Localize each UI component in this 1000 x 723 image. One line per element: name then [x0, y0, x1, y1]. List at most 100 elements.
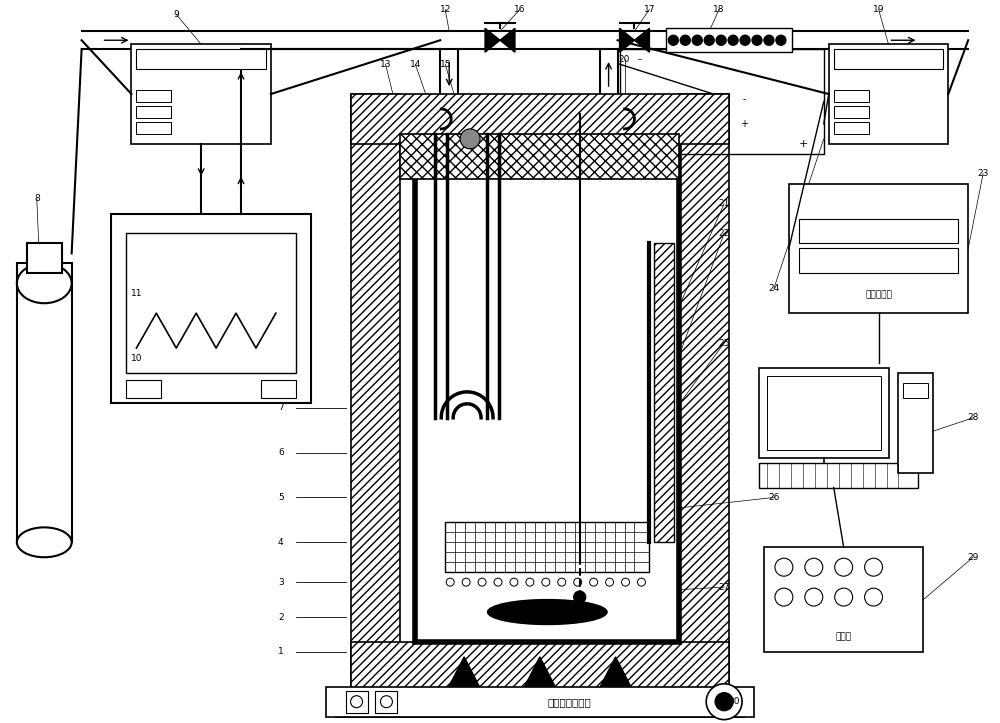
Text: 25: 25 — [718, 338, 730, 348]
Circle shape — [865, 588, 883, 606]
Bar — [336, 692, 744, 716]
Bar — [126, 234, 296, 373]
Text: 4: 4 — [278, 538, 284, 547]
Circle shape — [351, 696, 363, 708]
Text: 7: 7 — [278, 403, 284, 412]
Bar — [336, 692, 744, 716]
Text: 继电器: 继电器 — [836, 633, 852, 641]
Circle shape — [704, 35, 714, 46]
Bar — [829, 44, 948, 144]
Text: 27: 27 — [718, 583, 730, 591]
Text: 1: 1 — [278, 647, 284, 656]
Circle shape — [715, 693, 733, 711]
Bar — [261, 380, 296, 398]
Bar — [346, 690, 368, 713]
Circle shape — [606, 578, 614, 586]
Bar — [136, 90, 171, 102]
Text: 21: 21 — [718, 199, 730, 208]
Circle shape — [865, 558, 883, 576]
Polygon shape — [446, 657, 482, 692]
Circle shape — [478, 578, 486, 586]
Bar — [620, 49, 824, 154]
Bar — [17, 263, 72, 542]
Text: 30: 30 — [728, 697, 740, 706]
Circle shape — [590, 578, 598, 586]
Polygon shape — [500, 28, 515, 52]
Text: 23: 23 — [977, 169, 989, 179]
Bar — [834, 90, 869, 102]
Circle shape — [752, 35, 762, 46]
Circle shape — [805, 588, 823, 606]
Bar — [898, 373, 933, 473]
Circle shape — [637, 578, 645, 586]
Bar — [375, 690, 397, 713]
Bar — [799, 249, 958, 273]
Circle shape — [574, 591, 586, 603]
Text: 5: 5 — [278, 493, 284, 502]
Bar — [759, 463, 918, 487]
Text: 9: 9 — [173, 10, 179, 19]
Circle shape — [775, 588, 793, 606]
Text: -: - — [637, 54, 641, 64]
Text: 12: 12 — [440, 5, 451, 14]
Bar — [834, 49, 943, 69]
Bar — [654, 244, 674, 542]
Bar — [415, 144, 679, 642]
Circle shape — [462, 578, 470, 586]
Bar — [136, 49, 266, 69]
Polygon shape — [485, 28, 500, 52]
Circle shape — [526, 578, 534, 586]
Bar — [27, 244, 62, 273]
Bar — [666, 28, 792, 52]
Text: 16: 16 — [514, 5, 526, 14]
Circle shape — [380, 696, 392, 708]
Text: 2: 2 — [278, 612, 284, 622]
Circle shape — [835, 588, 853, 606]
Text: 13: 13 — [380, 59, 391, 69]
Text: +: + — [740, 119, 748, 129]
Text: 28: 28 — [967, 414, 979, 422]
Bar — [126, 380, 161, 398]
Circle shape — [692, 35, 702, 46]
Text: 10: 10 — [131, 354, 142, 362]
Bar — [789, 184, 968, 313]
Text: 19: 19 — [873, 5, 884, 14]
Text: 18: 18 — [713, 5, 725, 14]
Text: 17: 17 — [644, 5, 655, 14]
Text: 14: 14 — [410, 59, 421, 69]
Text: 3: 3 — [278, 578, 284, 586]
Text: +: + — [799, 139, 809, 149]
Text: 温度变送器: 温度变送器 — [865, 291, 892, 300]
Circle shape — [728, 35, 738, 46]
Bar — [136, 106, 171, 118]
Bar — [131, 44, 271, 144]
Bar — [799, 218, 958, 244]
Bar — [351, 94, 729, 144]
Circle shape — [764, 35, 774, 46]
Text: 24: 24 — [768, 284, 780, 293]
Circle shape — [494, 578, 502, 586]
Text: 8: 8 — [34, 194, 40, 203]
Bar — [764, 547, 923, 652]
Bar — [400, 134, 679, 179]
Text: 11: 11 — [131, 288, 142, 298]
Bar — [445, 523, 649, 572]
Ellipse shape — [488, 599, 607, 625]
Polygon shape — [522, 657, 558, 692]
Text: 20: 20 — [619, 55, 630, 64]
Bar — [759, 368, 889, 458]
Text: -: - — [742, 94, 746, 104]
Circle shape — [622, 578, 630, 586]
Bar — [326, 687, 754, 716]
Bar — [111, 213, 311, 403]
Ellipse shape — [17, 527, 72, 557]
Circle shape — [460, 129, 480, 149]
Bar — [351, 642, 729, 692]
Circle shape — [740, 35, 750, 46]
Polygon shape — [620, 28, 634, 52]
Circle shape — [775, 558, 793, 576]
Circle shape — [574, 578, 582, 586]
Circle shape — [510, 578, 518, 586]
Circle shape — [706, 684, 742, 719]
Circle shape — [558, 578, 566, 586]
